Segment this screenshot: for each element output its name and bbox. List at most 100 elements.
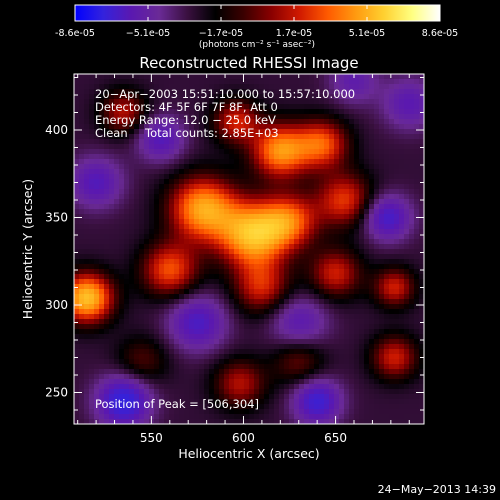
- heatmap-cell: [279, 334, 285, 340]
- heatmap-cell: [274, 194, 280, 200]
- heatmap-cell: [369, 224, 375, 230]
- heatmap-cell: [324, 334, 330, 340]
- heatmap-cell: [209, 409, 215, 415]
- heatmap-cell: [179, 124, 185, 130]
- heatmap-cell: [174, 224, 180, 230]
- heatmap-cell: [369, 79, 375, 85]
- heatmap-cell: [404, 184, 410, 190]
- heatmap-cell: [404, 284, 410, 290]
- heatmap-cell: [319, 94, 325, 100]
- heatmap-cell: [219, 389, 225, 395]
- heatmap-cell: [214, 349, 220, 355]
- heatmap-cell: [124, 324, 130, 330]
- heatmap-cell: [189, 354, 195, 360]
- heatmap-cell: [349, 154, 355, 160]
- heatmap-cell: [344, 99, 350, 105]
- heatmap-cell: [124, 129, 130, 135]
- heatmap-cell: [104, 84, 110, 90]
- heatmap-cell: [134, 354, 140, 360]
- heatmap-cell: [249, 104, 255, 110]
- heatmap-cell: [244, 244, 250, 250]
- heatmap-cell: [164, 209, 170, 215]
- heatmap-cell: [284, 324, 290, 330]
- heatmap-cell: [189, 104, 195, 110]
- heatmap-cell: [324, 389, 330, 395]
- heatmap-cell: [344, 164, 350, 170]
- heatmap-cell: [229, 389, 235, 395]
- heatmap-cell: [324, 194, 330, 200]
- heatmap-cell: [364, 349, 370, 355]
- heatmap-cell: [399, 414, 405, 420]
- heatmap-cell: [219, 399, 225, 405]
- heatmap-cell: [89, 149, 95, 155]
- heatmap-cell: [99, 79, 105, 85]
- heatmap-cell: [274, 364, 280, 370]
- heatmap-cell: [364, 219, 370, 225]
- heatmap-cell: [359, 264, 365, 270]
- heatmap-cell: [234, 404, 240, 410]
- heatmap-cell: [374, 214, 380, 220]
- heatmap-cell: [309, 324, 315, 330]
- heatmap-cell: [134, 304, 140, 310]
- heatmap-cell: [174, 419, 180, 424]
- heatmap-cell: [244, 239, 250, 245]
- heatmap-cell: [169, 99, 175, 105]
- heatmap-cell: [339, 184, 345, 190]
- heatmap-cell: [239, 364, 245, 370]
- heatmap-cell: [354, 209, 360, 215]
- heatmap-cell: [379, 374, 385, 380]
- heatmap-cell: [279, 224, 285, 230]
- heatmap-cell: [189, 94, 195, 100]
- heatmap-cell: [104, 164, 110, 170]
- heatmap-cell: [164, 124, 170, 130]
- heatmap-cell: [79, 249, 85, 255]
- heatmap-cell: [329, 274, 335, 280]
- heatmap-cell: [319, 414, 325, 420]
- heatmap-cell: [289, 119, 295, 125]
- heatmap-cell: [384, 74, 390, 80]
- heatmap-cell: [389, 119, 395, 125]
- heatmap-cell: [339, 289, 345, 295]
- heatmap-cell: [214, 294, 220, 300]
- heatmap-cell: [209, 239, 215, 245]
- heatmap-cell: [124, 154, 130, 160]
- heatmap-cell: [174, 249, 180, 255]
- heatmap-cell: [274, 94, 280, 100]
- heatmap-cell: [94, 344, 100, 350]
- heatmap-cell: [189, 414, 195, 420]
- heatmap-cell: [214, 219, 220, 225]
- heatmap-cell: [89, 134, 95, 140]
- heatmap-cell: [79, 314, 85, 320]
- heatmap-cell: [289, 229, 295, 235]
- heatmap-cell: [369, 159, 375, 165]
- heatmap-cell: [304, 94, 310, 100]
- heatmap-cell: [274, 274, 280, 280]
- heatmap-cell: [159, 269, 165, 275]
- heatmap-cell: [374, 199, 380, 205]
- heatmap-cell: [119, 349, 125, 355]
- heatmap-cell: [269, 414, 275, 420]
- heatmap-cell: [209, 169, 215, 175]
- heatmap-cell: [89, 89, 95, 95]
- heatmap-cell: [254, 374, 260, 380]
- heatmap-cell: [299, 264, 305, 270]
- heatmap-cell: [89, 99, 95, 105]
- heatmap-cell: [144, 134, 150, 140]
- heatmap-cell: [294, 94, 300, 100]
- heatmap-cell: [349, 419, 355, 424]
- heatmap-cell: [274, 184, 280, 190]
- heatmap-cell: [209, 229, 215, 235]
- heatmap-cell: [119, 259, 125, 265]
- heatmap-cell: [314, 369, 320, 375]
- heatmap-cell: [234, 144, 240, 150]
- heatmap-cell: [134, 289, 140, 295]
- heatmap-cell: [319, 114, 325, 120]
- heatmap-cell: [209, 274, 215, 280]
- heatmap-cell: [109, 234, 115, 240]
- heatmap-cell: [364, 234, 370, 240]
- heatmap-cell: [274, 179, 280, 185]
- heatmap-cell: [94, 124, 100, 130]
- heatmap-cell: [354, 329, 360, 335]
- heatmap-cell: [224, 119, 230, 125]
- heatmap-cell: [349, 229, 355, 235]
